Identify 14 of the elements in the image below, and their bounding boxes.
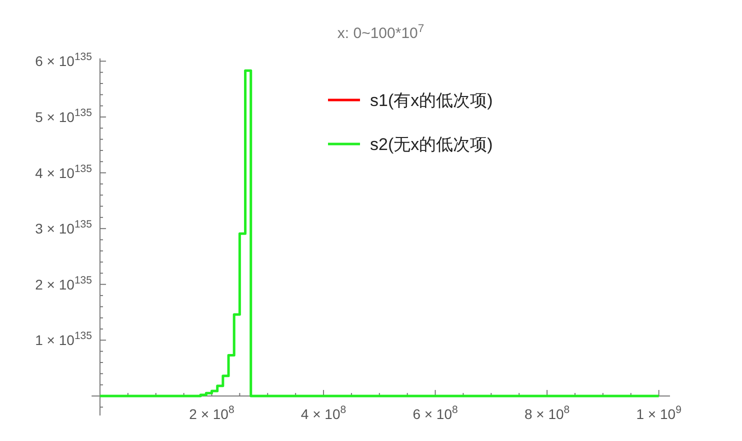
y-tick-label: 5 × 10$^{135}$ <box>35 106 92 125</box>
x-tick-label: 6 × 10$^{8}$ <box>412 404 458 422</box>
x-tick-label: 1 × 10$^{9}$ <box>636 404 682 422</box>
y-tick-label: 3 × 10$^{135}$ <box>35 218 92 237</box>
x-tick-label: 8 × 10$^{8}$ <box>524 404 570 422</box>
y-tick-label: 1 × 10$^{135}$ <box>35 330 92 348</box>
y-tick-label: 2 × 10$^{135}$ <box>35 274 92 292</box>
x-tick-label: 4 × 10$^{8}$ <box>300 404 346 422</box>
y-tick-label: 6 × 10$^{135}$ <box>35 51 92 70</box>
chart-title: x: 0~100*10$^{7}$ <box>337 23 424 42</box>
y-tick-label: 4 × 10$^{135}$ <box>35 162 92 181</box>
x-tick-label: 2 × 10$^{8}$ <box>189 404 234 422</box>
legend-label: s2(无x的低次项) <box>370 135 493 154</box>
legend-label: s1(有x的低次项) <box>370 91 493 110</box>
